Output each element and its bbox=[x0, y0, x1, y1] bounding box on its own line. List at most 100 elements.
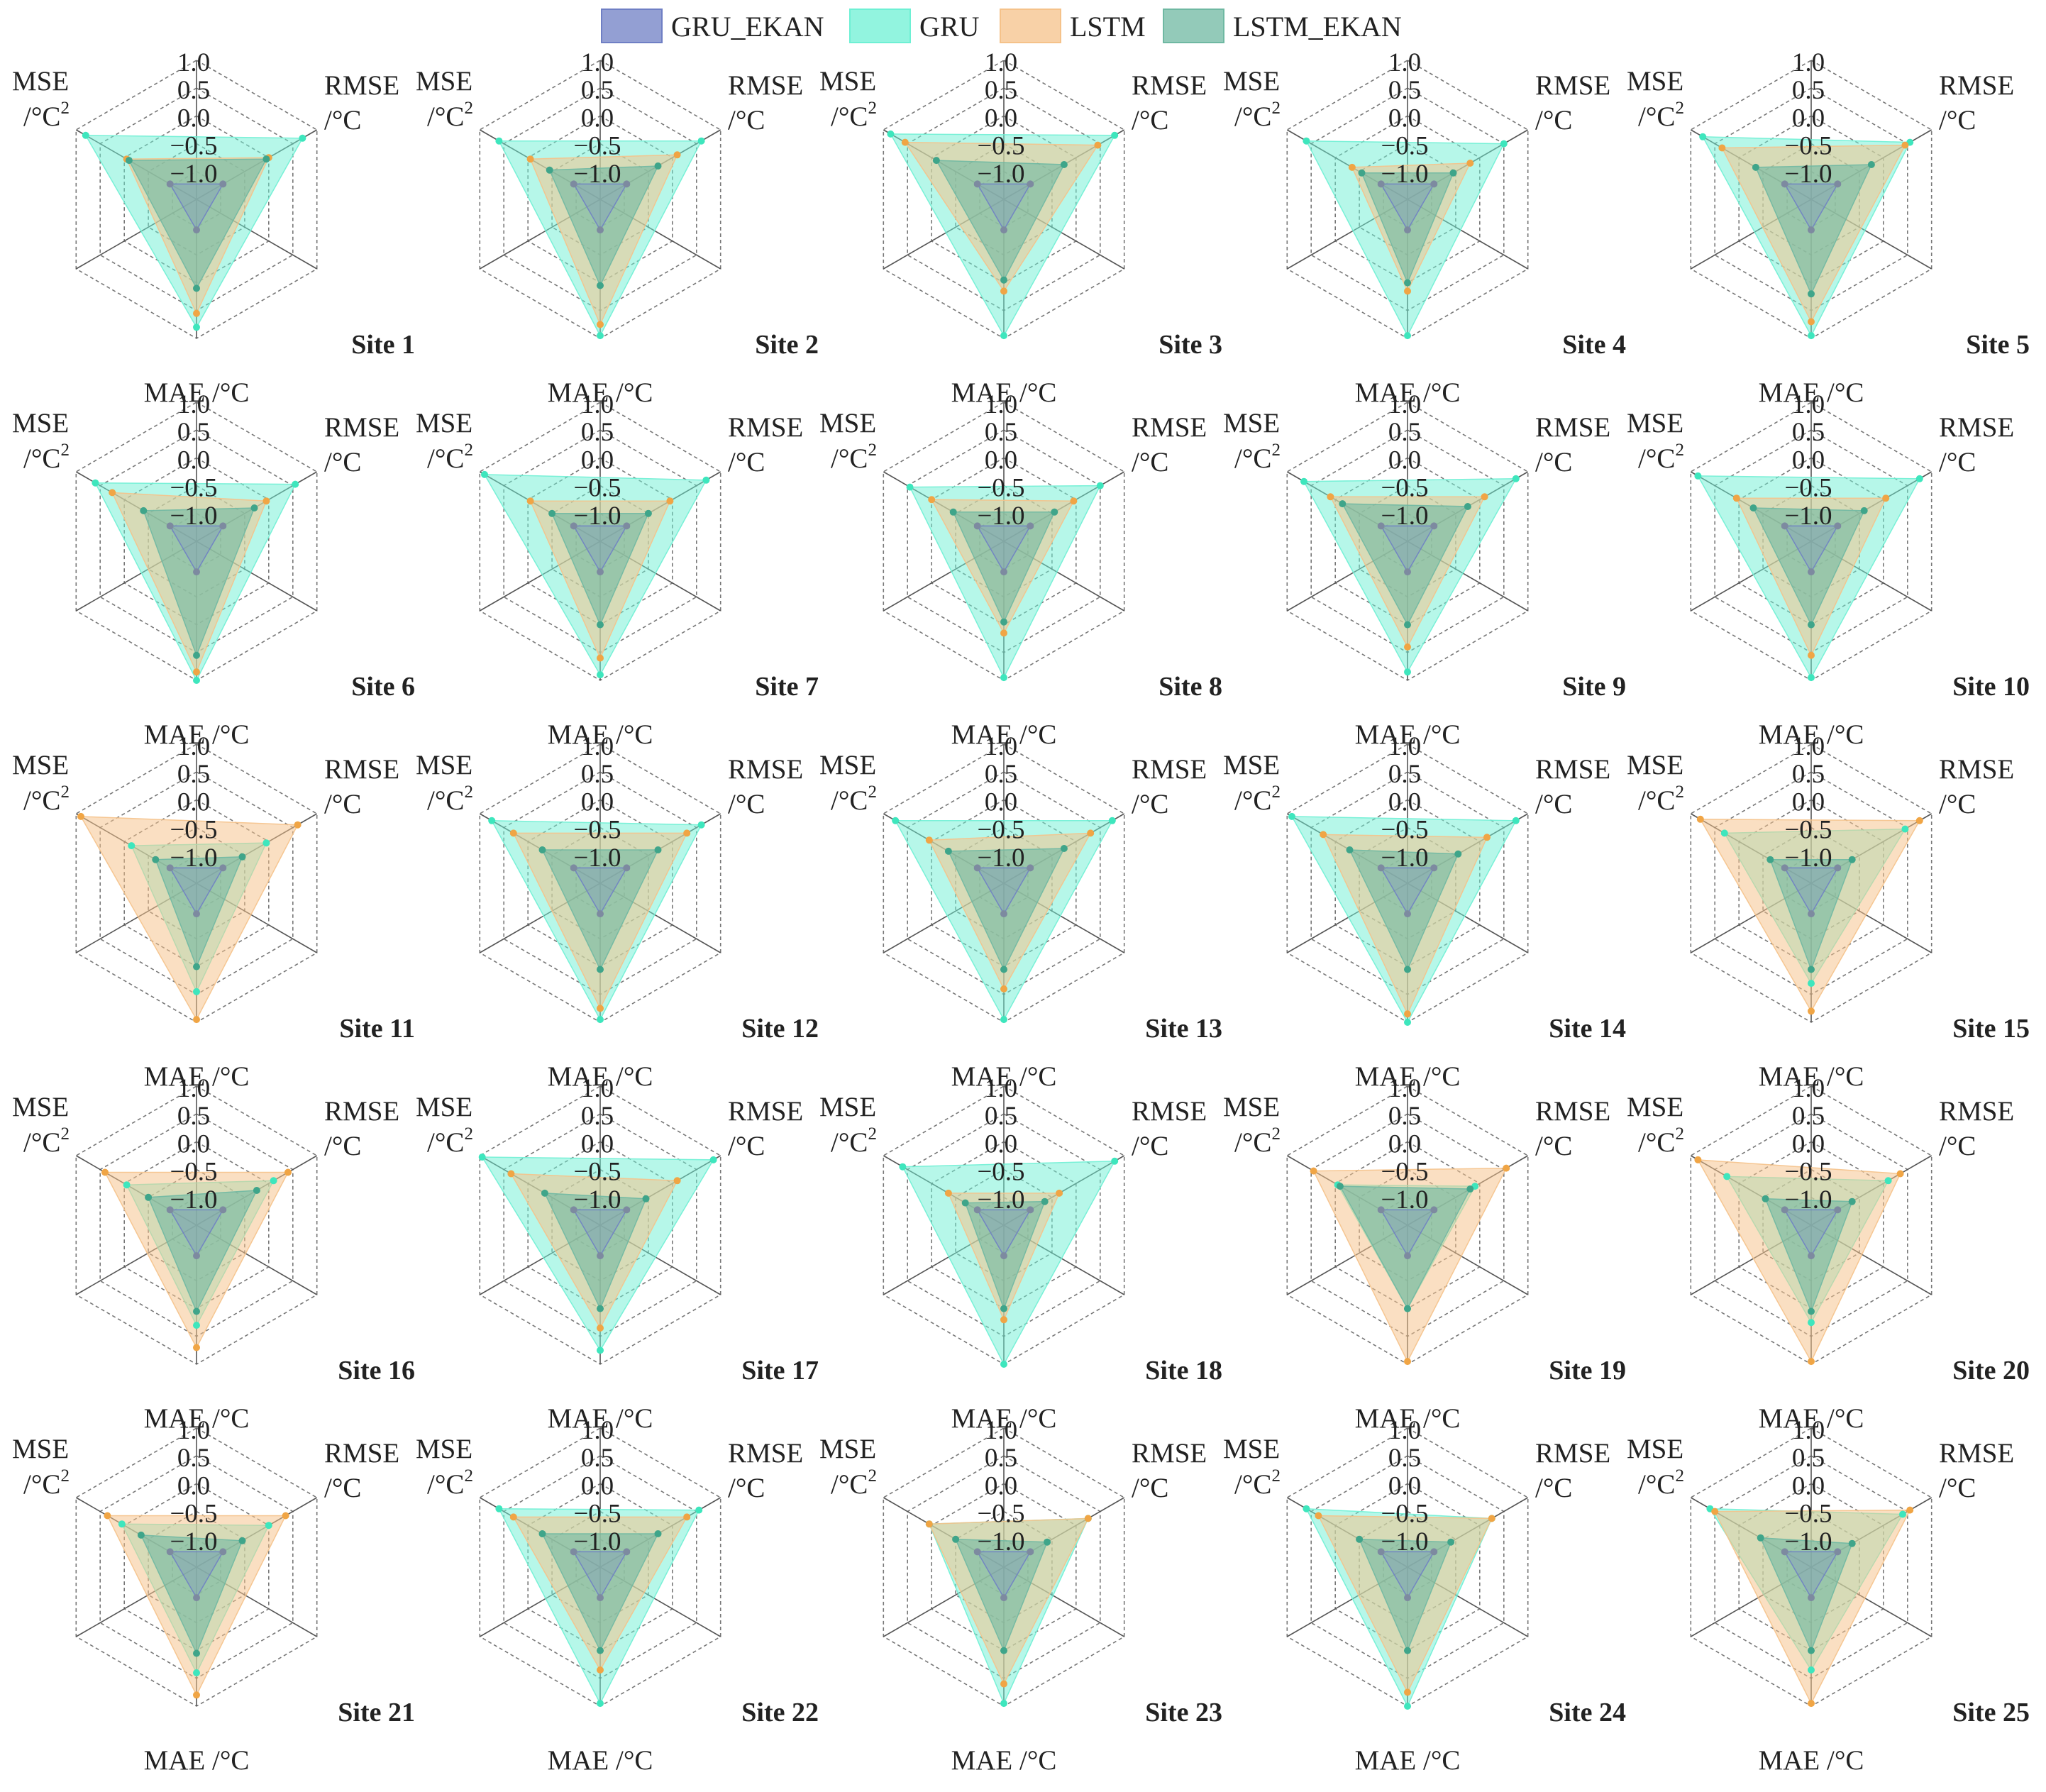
r-tick-label: 0.0 bbox=[1792, 1129, 1825, 1158]
r-tick-label: 0.0 bbox=[177, 787, 210, 817]
axis-unit-superscript: 2 bbox=[868, 782, 877, 802]
data-point-lstm bbox=[1808, 318, 1815, 326]
data-point-lstm bbox=[597, 1005, 604, 1012]
series-area-gru-ekan bbox=[976, 1551, 1032, 1599]
axis-unit-mse: /°C2 bbox=[1638, 782, 1684, 816]
axis-unit-mse: /°C2 bbox=[23, 99, 70, 132]
axis-label-rmse: RMSE bbox=[728, 412, 803, 443]
data-point-lstm-ekan bbox=[654, 1530, 662, 1537]
r-tick-label: 1.0 bbox=[1792, 390, 1825, 419]
data-point-lstm bbox=[1000, 1316, 1007, 1324]
data-point-gru-ekan bbox=[193, 1252, 200, 1260]
data-point-lstm bbox=[1404, 1358, 1411, 1366]
axis-label-mae: MAE /°C bbox=[144, 1745, 250, 1776]
data-point-gru-ekan bbox=[597, 226, 604, 234]
r-tick-label: −0.5 bbox=[1784, 132, 1832, 161]
axis-label-rmse: RMSE bbox=[324, 412, 399, 443]
r-tick-label: −0.5 bbox=[977, 816, 1024, 845]
data-point-lstm bbox=[1503, 1164, 1510, 1172]
axis-label-rmse: RMSE bbox=[324, 1438, 399, 1469]
data-point-gru bbox=[1111, 1157, 1119, 1165]
axis-unit-mse: /°C2 bbox=[1234, 782, 1281, 816]
axis-label-mse: MSE bbox=[12, 66, 69, 96]
axis-label-rmse: RMSE bbox=[1535, 1438, 1610, 1469]
data-point-lstm bbox=[1906, 1506, 1914, 1514]
axis-label-mae: MAE /°C bbox=[1759, 1745, 1864, 1776]
data-point-gru bbox=[1303, 1505, 1310, 1512]
r-tick-label: 0.0 bbox=[581, 787, 614, 817]
data-point-lstm bbox=[109, 489, 116, 497]
data-point-lstm-ekan bbox=[538, 1530, 546, 1537]
data-point-lstm bbox=[673, 1177, 681, 1185]
data-point-gru-ekan bbox=[1430, 1206, 1438, 1214]
data-point-gru-ekan bbox=[1808, 1252, 1815, 1260]
data-point-lstm bbox=[1094, 141, 1102, 149]
axis-label-mse: MSE bbox=[1223, 408, 1280, 438]
data-point-lstm bbox=[1404, 1010, 1411, 1018]
radar-panel-site-24: 1.00.50.0−0.5−1.0 MSE/°C2 RMSE /°C MAE /°C Si… bbox=[1223, 1416, 1626, 1776]
axis-unit-rmse: /°C bbox=[1939, 789, 1976, 819]
data-point-lstm-ekan bbox=[961, 1199, 969, 1207]
data-point-gru-ekan bbox=[166, 180, 174, 188]
data-point-gru-ekan bbox=[1834, 1206, 1842, 1214]
axis-unit-mse: /°C2 bbox=[23, 441, 70, 474]
data-point-gru bbox=[1808, 980, 1815, 988]
r-tick-label: −1.0 bbox=[170, 1527, 217, 1556]
axis-label-mse: MSE bbox=[12, 750, 69, 780]
axis-unit-superscript: 2 bbox=[60, 1466, 70, 1486]
data-point-gru bbox=[887, 130, 895, 138]
axis-unit-mse: /°C2 bbox=[1234, 99, 1281, 132]
data-point-gru bbox=[1108, 817, 1116, 824]
data-point-gru bbox=[481, 470, 488, 478]
r-tick-label: −0.5 bbox=[573, 816, 621, 845]
axis-unit-mse: /°C2 bbox=[427, 99, 473, 132]
data-point-gru bbox=[1915, 475, 1923, 482]
axis-unit-mse: /°C2 bbox=[1638, 99, 1684, 132]
series-area-lstm-ekan bbox=[1339, 1185, 1471, 1310]
data-point-gru-ekan bbox=[219, 522, 227, 530]
legend-label-lstm: LSTM bbox=[1070, 11, 1146, 43]
r-tick-label: −1.0 bbox=[573, 502, 621, 531]
data-point-gru-ekan bbox=[1808, 910, 1815, 918]
axis-unit-rmse: /°C bbox=[1535, 105, 1572, 135]
axis-unit-mse: /°C2 bbox=[831, 99, 877, 132]
axis-label-rmse: RMSE bbox=[324, 1096, 399, 1127]
axis-label-rmse: RMSE bbox=[1132, 1438, 1207, 1469]
data-point-lstm bbox=[944, 1189, 952, 1197]
data-point-lstm-ekan bbox=[1848, 1198, 1856, 1205]
data-point-lstm bbox=[597, 1324, 604, 1332]
data-point-gru bbox=[1404, 668, 1411, 676]
series-area-gru-ekan bbox=[1380, 183, 1435, 231]
data-point-lstm-ekan bbox=[1808, 1647, 1815, 1654]
data-point-lstm-ekan bbox=[1848, 856, 1856, 863]
data-point-gru-ekan bbox=[623, 522, 631, 530]
data-point-lstm bbox=[1808, 651, 1815, 659]
data-point-gru-ekan bbox=[1430, 522, 1438, 530]
series-area-lstm-ekan bbox=[1342, 503, 1469, 626]
data-point-lstm-ekan bbox=[1358, 169, 1366, 177]
data-point-gru-ekan bbox=[623, 180, 631, 188]
data-point-gru bbox=[265, 1522, 272, 1530]
r-tick-label: −1.0 bbox=[170, 502, 217, 531]
axis-unit-mse: /°C2 bbox=[427, 1124, 473, 1158]
data-point-lstm bbox=[925, 836, 933, 844]
r-tick-label: 0.5 bbox=[581, 1102, 614, 1131]
site-label: Site 4 bbox=[1562, 330, 1626, 360]
r-tick-label: 0.5 bbox=[177, 1102, 210, 1131]
data-point-lstm-ekan bbox=[597, 1647, 604, 1654]
data-point-gru-ekan bbox=[973, 1206, 981, 1214]
data-point-gru-ekan bbox=[1027, 522, 1034, 530]
series-area-gru-ekan bbox=[1380, 1551, 1435, 1599]
data-point-lstm bbox=[526, 155, 534, 163]
data-point-gru bbox=[1808, 332, 1815, 340]
r-tick-label: 0.0 bbox=[1388, 446, 1421, 475]
axis-unit-mse: /°C2 bbox=[23, 1124, 70, 1158]
data-point-gru-ekan bbox=[166, 864, 174, 872]
data-point-lstm bbox=[282, 1512, 289, 1520]
series-area-lstm-ekan bbox=[548, 165, 659, 287]
